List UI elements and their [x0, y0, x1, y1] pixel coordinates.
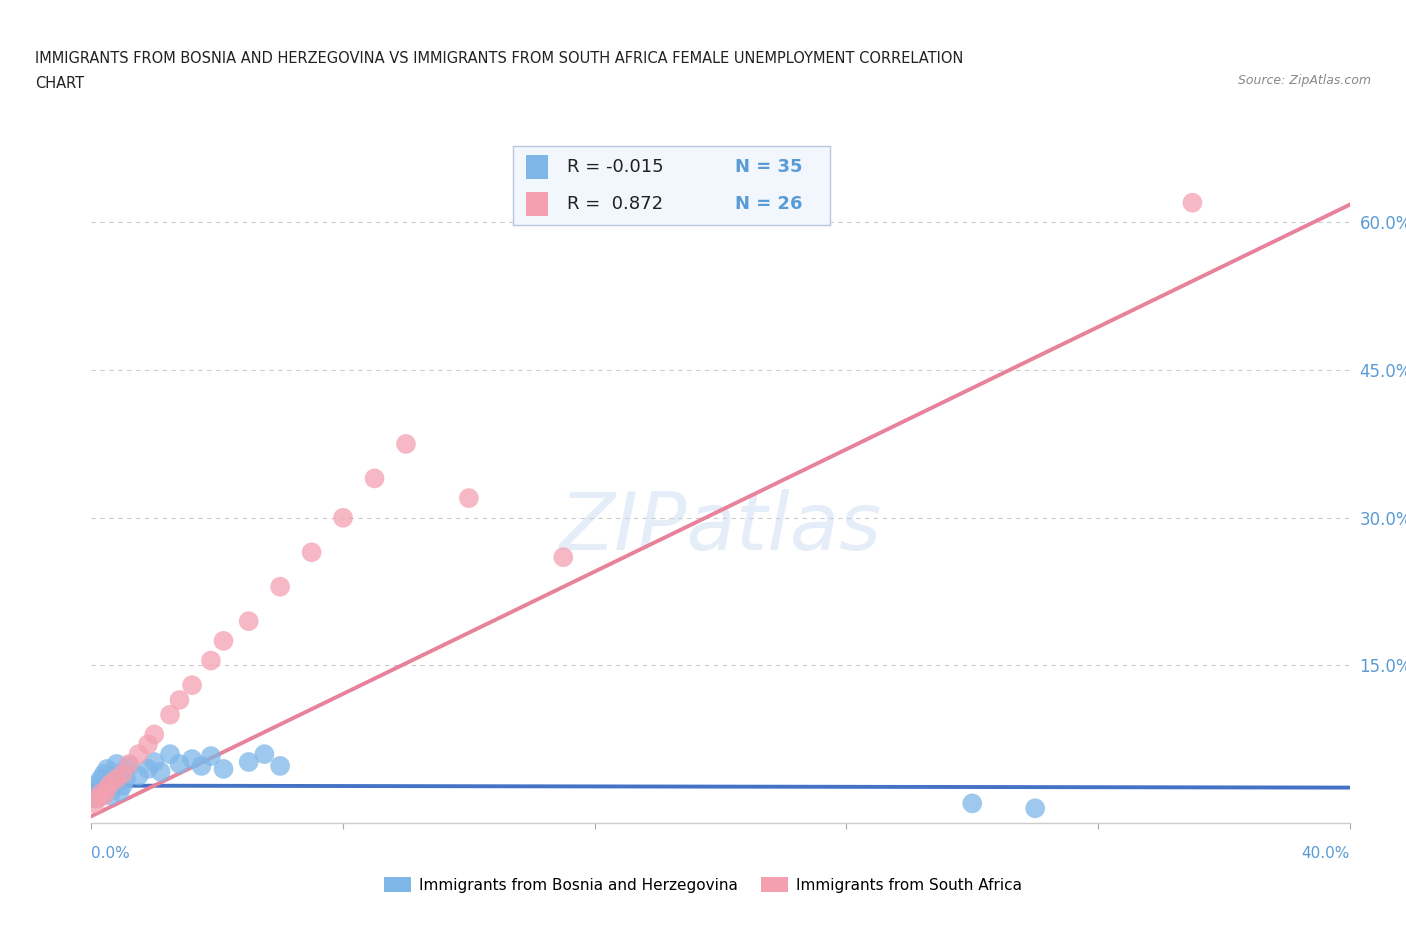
- Point: [86, 791, 108, 806]
- Point: [253, 747, 276, 762]
- Point: [86, 777, 108, 791]
- Point: [83, 796, 105, 811]
- Point: [457, 491, 479, 506]
- Point: [86, 786, 108, 801]
- Point: [181, 678, 204, 693]
- Point: [93, 786, 115, 801]
- Legend: Immigrants from Bosnia and Herzegovina, Immigrants from South Africa: Immigrants from Bosnia and Herzegovina, …: [378, 871, 1028, 899]
- Point: [962, 796, 984, 811]
- Point: [105, 775, 128, 790]
- Point: [90, 771, 112, 786]
- Point: [269, 759, 291, 774]
- Text: 40.0%: 40.0%: [1302, 846, 1350, 861]
- Point: [212, 633, 235, 648]
- Bar: [526, 155, 548, 179]
- Text: Source: ZipAtlas.com: Source: ZipAtlas.com: [1237, 74, 1371, 87]
- Point: [169, 693, 191, 708]
- Point: [200, 653, 222, 668]
- Point: [238, 614, 260, 629]
- Point: [103, 778, 125, 793]
- Point: [190, 759, 212, 774]
- Point: [181, 751, 204, 766]
- Point: [90, 786, 112, 801]
- Point: [332, 511, 354, 525]
- Point: [118, 759, 141, 774]
- Text: N = 26: N = 26: [734, 194, 803, 213]
- Point: [143, 727, 166, 742]
- Point: [269, 579, 291, 594]
- Point: [128, 747, 150, 762]
- Point: [111, 766, 134, 781]
- Point: [395, 436, 418, 451]
- Point: [98, 788, 121, 803]
- Point: [128, 768, 150, 783]
- Point: [93, 788, 115, 803]
- Point: [111, 764, 134, 779]
- Text: CHART: CHART: [35, 76, 84, 91]
- Point: [169, 756, 191, 771]
- Point: [159, 747, 181, 762]
- Point: [96, 781, 118, 796]
- Point: [136, 762, 159, 777]
- Text: IMMIGRANTS FROM BOSNIA AND HERZEGOVINA VS IMMIGRANTS FROM SOUTH AFRICA FEMALE UN: IMMIGRANTS FROM BOSNIA AND HERZEGOVINA V…: [35, 51, 963, 66]
- Point: [83, 781, 105, 796]
- Point: [96, 781, 118, 796]
- Point: [136, 737, 159, 751]
- Point: [301, 545, 323, 560]
- Point: [93, 766, 115, 781]
- Point: [105, 756, 128, 771]
- Point: [90, 788, 112, 803]
- Text: R = -0.015: R = -0.015: [567, 158, 664, 177]
- Point: [115, 771, 138, 786]
- Point: [118, 756, 141, 771]
- Point: [1024, 801, 1046, 816]
- Point: [200, 749, 222, 764]
- Point: [553, 550, 575, 565]
- Point: [83, 791, 105, 806]
- Point: [98, 768, 121, 783]
- Bar: [526, 192, 548, 216]
- Text: ZIPatlas: ZIPatlas: [560, 489, 882, 567]
- Text: R =  0.872: R = 0.872: [567, 194, 664, 213]
- Point: [149, 764, 172, 779]
- Point: [143, 754, 166, 769]
- Point: [159, 708, 181, 723]
- Point: [212, 762, 235, 777]
- Text: N = 35: N = 35: [734, 158, 803, 177]
- Text: 0.0%: 0.0%: [91, 846, 131, 861]
- Point: [108, 784, 131, 799]
- Point: [363, 471, 385, 485]
- Point: [1181, 195, 1204, 210]
- Point: [105, 771, 128, 786]
- Point: [111, 778, 134, 793]
- Point: [96, 762, 118, 777]
- Point: [98, 777, 121, 791]
- Point: [238, 754, 260, 769]
